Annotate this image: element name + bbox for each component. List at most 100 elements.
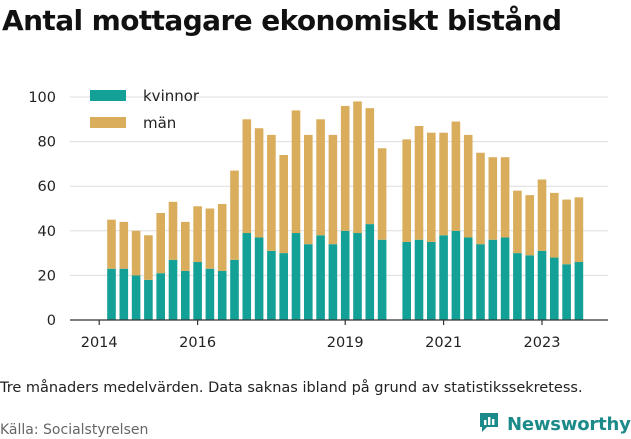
footnote: Tre månaders medelvärden. Data saknas ib… <box>0 380 583 396</box>
bar-kvinnor-2015-Q2 <box>156 273 165 320</box>
bar-kvinnor-2022-Q3 <box>513 253 522 320</box>
bar-män-2022-Q1 <box>488 157 498 240</box>
bar-kvinnor-2014-Q3 <box>119 268 129 320</box>
bar-kvinnor-2023-Q2 <box>550 257 559 320</box>
bar-kvinnor-2021-Q2 <box>451 230 461 320</box>
bar-män-2020-Q4 <box>427 132 436 242</box>
bar-kvinnor-2020-Q3 <box>414 239 424 320</box>
legend-swatch-man <box>90 117 126 128</box>
y-tick-label: 80 <box>38 135 56 151</box>
bar-män-2020-Q3 <box>414 125 424 240</box>
bar-män-2019-Q3 <box>365 108 375 225</box>
bar-män-2015-Q4 <box>181 221 190 271</box>
bar-män-2019-Q1 <box>340 105 350 231</box>
x-tick-label: 2019 <box>327 335 364 351</box>
bar-kvinnor-2015-Q1 <box>144 279 153 320</box>
bar-män-2014-Q2 <box>107 219 116 269</box>
bar-män-2017-Q3 <box>267 134 276 251</box>
bar-kvinnor-2018-Q2 <box>304 244 313 320</box>
y-tick-label: 20 <box>38 268 56 284</box>
bar-kvinnor-2022-Q4 <box>525 255 534 320</box>
bar-kvinnor-2020-Q2 <box>402 241 411 320</box>
bar-kvinnor-2020-Q4 <box>427 241 436 320</box>
bar-kvinnor-2016-Q1 <box>193 262 202 320</box>
bar-män-2023-Q1 <box>537 179 547 251</box>
bar-män-2016-Q3 <box>217 204 227 271</box>
bar-män-2018-Q4 <box>328 134 338 245</box>
bar-män-2021-Q1 <box>439 132 448 236</box>
bar-kvinnor-2014-Q4 <box>131 275 141 320</box>
bar-män-2021-Q2 <box>451 121 461 231</box>
bar-kvinnor-2019-Q1 <box>340 230 350 320</box>
brand-name: Newsworthy <box>507 413 631 435</box>
bar-män-2018-Q2 <box>304 134 313 245</box>
legend: kvinnor män <box>90 87 200 132</box>
bar-kvinnor-2017-Q3 <box>267 250 276 320</box>
bar-män-2022-Q3 <box>513 190 522 254</box>
bar-män-2020-Q2 <box>402 139 411 242</box>
source-credit: Källa: Socialstyrelsen <box>0 422 149 438</box>
bar-kvinnor-2016-Q4 <box>230 259 239 320</box>
bar-kvinnor-2021-Q4 <box>476 244 485 320</box>
bar-kvinnor-2015-Q4 <box>181 270 190 320</box>
bar-kvinnor-2018-Q3 <box>316 235 325 320</box>
bar-kvinnor-2019-Q2 <box>353 233 362 320</box>
axes: 0 20 40 60 80 100 2014 2016 2019 2021 2023 <box>28 90 608 351</box>
bar-män-2022-Q4 <box>525 195 534 256</box>
bar-kvinnor-2023-Q4 <box>574 262 584 320</box>
bar-kvinnor-2014-Q2 <box>107 268 116 320</box>
x-tick-label: 2023 <box>524 335 561 351</box>
bar-män-2023-Q3 <box>562 199 571 265</box>
bar-män-2018-Q3 <box>316 119 325 236</box>
bar-män-2014-Q3 <box>119 221 129 269</box>
bar-män-2019-Q4 <box>377 148 387 240</box>
bar-män-2014-Q4 <box>131 230 141 276</box>
bar-män-2023-Q2 <box>550 192 559 258</box>
bar-kvinnor-2017-Q1 <box>242 233 252 320</box>
bar-kvinnor-2021-Q3 <box>463 237 473 320</box>
bar-män-2016-Q4 <box>230 170 239 260</box>
bar-män-2015-Q1 <box>144 235 153 280</box>
y-tick-label: 40 <box>38 224 56 240</box>
bar-män-2021-Q4 <box>476 152 485 245</box>
bar-män-2018-Q1 <box>291 110 301 234</box>
bar-kvinnor-2017-Q4 <box>279 253 288 320</box>
bar-män-2017-Q2 <box>254 128 264 238</box>
y-tick-label: 0 <box>47 313 56 329</box>
bar-kvinnor-2022-Q2 <box>500 237 510 320</box>
bar-kvinnor-2022-Q1 <box>488 239 498 320</box>
bars <box>107 101 584 320</box>
bar-män-2016-Q1 <box>193 206 202 263</box>
bar-män-2015-Q3 <box>168 201 178 260</box>
legend-swatch-kvinnor <box>90 90 126 101</box>
brand-logo[interactable]: Newsworthy <box>477 410 631 438</box>
x-tick-label: 2014 <box>81 335 118 351</box>
bar-kvinnor-2023-Q3 <box>562 264 571 320</box>
bar-kvinnor-2019-Q4 <box>377 239 387 320</box>
bar-kvinnor-2016-Q3 <box>217 270 227 320</box>
bar-kvinnor-2017-Q2 <box>254 237 264 320</box>
x-tick-label: 2021 <box>425 335 462 351</box>
bar-kvinnor-2023-Q1 <box>537 250 547 320</box>
x-tick-label: 2016 <box>179 335 216 351</box>
bar-män-2017-Q4 <box>279 154 288 254</box>
bar-män-2021-Q3 <box>463 134 473 238</box>
bar-kvinnor-2015-Q3 <box>168 259 178 320</box>
bar-män-2023-Q4 <box>574 197 584 263</box>
legend-label-man: män <box>143 114 176 132</box>
newsworthy-logo-icon <box>477 410 501 438</box>
y-tick-label: 100 <box>28 90 56 106</box>
bar-män-2016-Q2 <box>205 208 215 269</box>
bar-män-2019-Q2 <box>353 101 362 234</box>
bar-män-2015-Q2 <box>156 212 165 274</box>
chart-title: Antal mottagare ekonomiskt bistånd <box>2 4 562 37</box>
y-tick-label: 60 <box>38 179 56 195</box>
bar-män-2017-Q1 <box>242 119 252 234</box>
bar-kvinnor-2018-Q1 <box>291 233 301 320</box>
bar-kvinnor-2018-Q4 <box>328 244 338 320</box>
bar-kvinnor-2021-Q1 <box>439 235 448 320</box>
bar-män-2022-Q2 <box>500 157 510 238</box>
bar-kvinnor-2016-Q2 <box>205 268 215 320</box>
chart-plot: 0 20 40 60 80 100 2014 2016 2019 2021 2023 kvinnor… <box>28 87 608 351</box>
legend-label-kvinnor: kvinnor <box>143 87 200 105</box>
